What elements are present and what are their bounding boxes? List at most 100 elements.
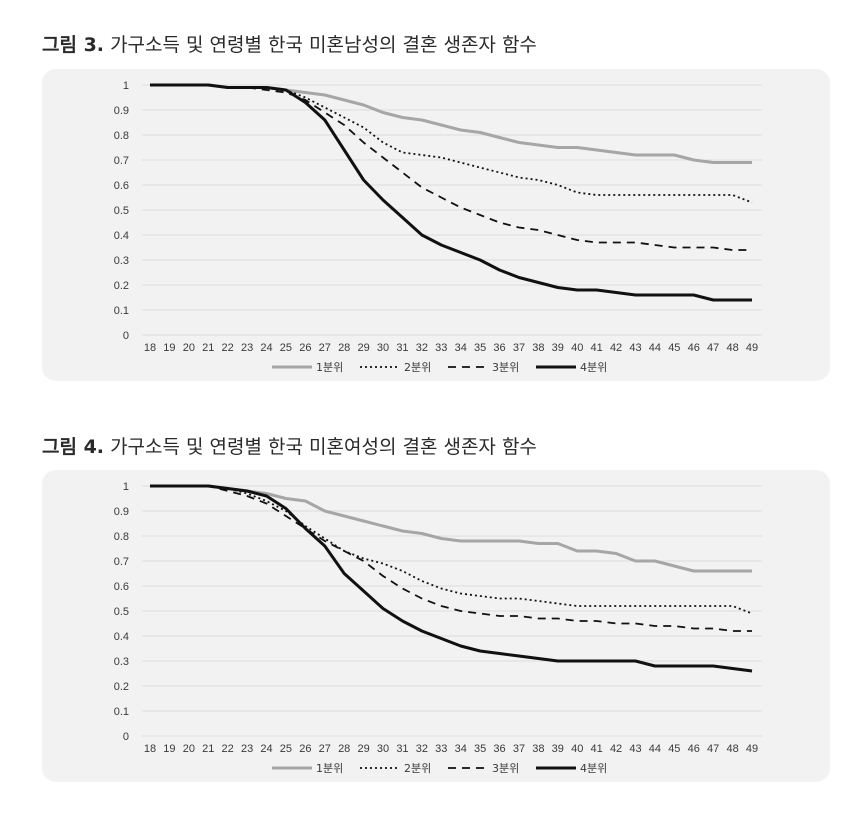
x-tick-label: 42: [610, 342, 622, 354]
x-tick-label: 36: [493, 743, 505, 755]
legend-label-1: 1분위: [316, 361, 343, 374]
y-tick-label: 0: [123, 731, 129, 743]
legend-label-3: 3분위: [492, 361, 519, 374]
x-tick-label: 28: [338, 342, 350, 354]
x-tick-label: 38: [532, 743, 544, 755]
x-tick-label: 22: [222, 743, 234, 755]
x-tick-label: 48: [726, 743, 738, 755]
x-tick-label: 33: [435, 342, 447, 354]
x-tick-label: 33: [435, 743, 447, 755]
x-tick-label: 44: [649, 342, 661, 354]
x-tick-label: 25: [280, 743, 292, 755]
figure-4-title-text: 가구소득 및 연령별 한국 미혼여성의 결혼 생존자 함수: [110, 436, 537, 458]
x-tick-label: 46: [688, 743, 700, 755]
x-tick-label: 42: [610, 743, 622, 755]
legend-label-4: 4분위: [580, 361, 607, 374]
x-tick-label: 47: [707, 342, 719, 354]
x-tick-label: 43: [629, 743, 641, 755]
x-tick-label: 40: [571, 743, 583, 755]
x-tick-label: 39: [552, 342, 564, 354]
x-tick-label: 35: [474, 743, 486, 755]
chart-svg-female: 1 0.9 0.8 0.7 0.6 0.5 0.4 0.3 0.2 0.1 0 18 19 20 21 22 2…: [114, 481, 762, 775]
x-tick-label: 19: [163, 342, 175, 354]
x-tick-label: 18: [144, 743, 156, 755]
y-tick-label: 0.4: [114, 631, 129, 643]
x-tick-label: 27: [319, 342, 331, 354]
x-tick-label: 18: [144, 342, 156, 354]
figure-4-label: 그림 4.: [42, 436, 105, 458]
x-tick-label: 19: [163, 743, 175, 755]
x-tick-label: 27: [319, 743, 331, 755]
series-line-3: [150, 485, 752, 632]
legend-label-4: 4분위: [580, 762, 607, 775]
x-tick-label: 20: [183, 743, 195, 755]
x-tick-label: 30: [377, 342, 389, 354]
x-tick-label: 32: [416, 342, 428, 354]
figure-4-title: 그림 4. 가구소득 및 연령별 한국 미혼여성의 결혼 생존자 함수: [42, 432, 537, 459]
series-line-1: [150, 83, 752, 164]
x-tick-label: 47: [707, 743, 719, 755]
y-tick-label: 1: [123, 481, 129, 493]
series-line-2: [150, 485, 753, 615]
x-tick-label: 46: [688, 342, 700, 354]
figure-3-title-text: 가구소득 및 연령별 한국 미혼남성의 결혼 생존자 함수: [110, 34, 537, 56]
figure-3-title: 그림 3. 가구소득 및 연령별 한국 미혼남성의 결혼 생존자 함수: [42, 30, 537, 57]
legend-label-2: 2분위: [404, 762, 431, 775]
x-tick-label: 25: [280, 342, 292, 354]
y-tick-label: 0.5: [114, 606, 129, 618]
x-tick-label: 45: [668, 342, 680, 354]
chart-panel-male: 1 0.9 0.8 0.7 0.6 0.5 0.4 0.3 0.2 0.1 0 18 19 20 21 22 2…: [42, 69, 830, 381]
y-tick-label: 0.5: [114, 205, 129, 217]
x-tick-label: 41: [591, 743, 603, 755]
series-line-4: [150, 484, 753, 673]
y-tick-label: 0.9: [114, 105, 129, 117]
x-tick-label: 49: [746, 743, 758, 755]
series-line-1: [150, 484, 752, 573]
y-tick-label: 0.2: [114, 681, 129, 693]
x-tick-label: 49: [746, 342, 758, 354]
y-tick-label: 0.1: [114, 706, 129, 718]
legend-label-2: 2분위: [404, 361, 431, 374]
y-tick-label: 0.6: [114, 581, 129, 593]
y-tick-label: 1: [123, 80, 129, 92]
x-tick-label: 20: [183, 342, 195, 354]
legend-label-1: 1분위: [316, 762, 343, 775]
x-tick-label: 48: [726, 342, 738, 354]
figure-3-label: 그림 3.: [42, 34, 105, 56]
legend-label-3: 3분위: [492, 762, 519, 775]
y-tick-label: 0.3: [114, 255, 129, 267]
y-tick-label: 0.6: [114, 180, 129, 192]
x-tick-label: 31: [396, 743, 408, 755]
x-tick-label: 37: [513, 342, 525, 354]
x-tick-label: 22: [222, 342, 234, 354]
y-tick-label: 0: [123, 330, 129, 342]
y-tick-label: 0.8: [114, 531, 129, 543]
x-tick-label: 23: [241, 743, 253, 755]
x-tick-label: 34: [455, 342, 467, 354]
x-tick-label: 26: [299, 342, 311, 354]
x-tick-label: 24: [260, 342, 272, 354]
y-tick-label: 0.3: [114, 656, 129, 668]
y-tick-label: 0.9: [114, 506, 129, 518]
x-tick-label: 43: [629, 342, 641, 354]
x-tick-label: 21: [202, 743, 214, 755]
chart-panel-female: 1 0.9 0.8 0.7 0.6 0.5 0.4 0.3 0.2 0.1 0 18 19 20 21 22 2…: [42, 470, 830, 782]
x-tick-label: 39: [552, 743, 564, 755]
y-tick-label: 0.7: [114, 556, 129, 568]
x-tick-label: 40: [571, 342, 583, 354]
x-tick-label: 41: [591, 342, 603, 354]
chart-svg-male: 1 0.9 0.8 0.7 0.6 0.5 0.4 0.3 0.2 0.1 0 18 19 20 21 22 2…: [114, 80, 762, 374]
y-tick-label: 0.2: [114, 280, 129, 292]
y-tick-label: 0.1: [114, 305, 129, 317]
x-tick-label: 37: [513, 743, 525, 755]
x-tick-label: 29: [357, 342, 369, 354]
x-tick-label: 29: [357, 743, 369, 755]
x-tick-label: 21: [202, 342, 214, 354]
x-tick-label: 32: [416, 743, 428, 755]
y-tick-label: 0.7: [114, 155, 129, 167]
x-tick-label: 35: [474, 342, 486, 354]
x-tick-label: 45: [668, 743, 680, 755]
x-tick-label: 36: [493, 342, 505, 354]
series-line-4: [150, 83, 752, 302]
y-tick-label: 0.8: [114, 130, 129, 142]
